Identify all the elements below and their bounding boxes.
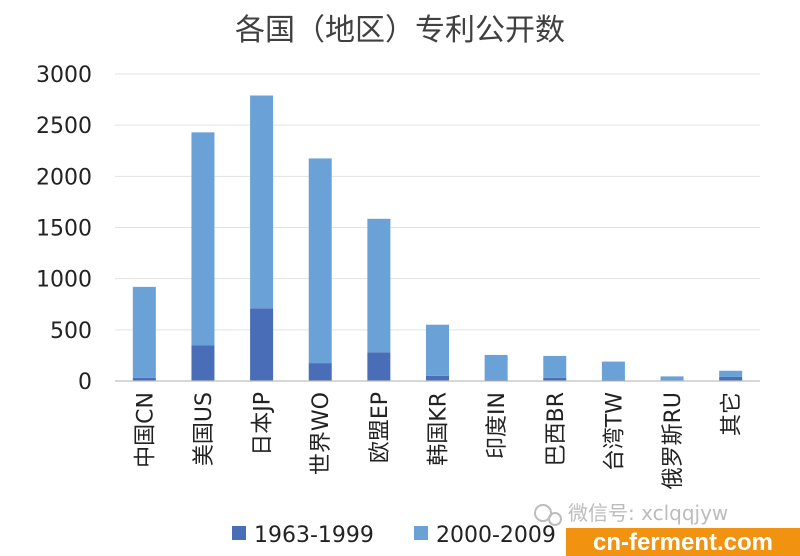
gridlines [115,73,760,331]
x-tick-label: 俄罗斯RU [661,392,686,489]
legend-swatch-1963-1999 [232,526,246,540]
bar-欧盟EP-2000-2009 [367,218,391,353]
bar-韩国KR-1963-1999 [426,375,449,381]
chart-title: 各国（地区）专利公开数 [235,13,565,48]
bar-中国CN-1963-1999 [132,377,156,381]
y-tick-label: 1500 [36,217,92,242]
x-tick-label: 巴西BR [544,392,569,466]
bar-中国CN-2000-2009 [132,286,156,378]
bar-美国US-1963-1999 [191,345,215,381]
y-tick-label: 500 [50,319,92,344]
x-tick-label: 美国US [192,392,217,466]
x-tick-label: 台湾TW [602,392,627,471]
bars [132,95,743,381]
legend: 1963-1999 2000-2009 [232,523,556,548]
wechat-icon [534,504,552,522]
wechat-watermark: 微信号: xclqqjyw [534,501,728,526]
x-tick-label: 世界WO [309,392,334,475]
bar-台湾TW-2000-2009 [601,361,625,380]
y-axis-ticks: 0 500 1000 1500 2000 2500 3000 [36,63,92,395]
bar-欧盟EP-1963-1999 [367,352,391,381]
brand-text: cn-ferment.com [593,529,773,556]
bar-世界WO-2000-2009 [308,158,332,364]
legend-label-2000-2009: 2000-2009 [436,523,556,548]
bar-世界WO-1963-1999 [308,363,332,381]
x-tick-label: 其它 [720,392,745,436]
bar-巴西BR-1963-1999 [543,377,567,381]
x-tick-label: 印度IN [485,392,510,459]
brand-banner [566,528,800,556]
x-tick-label: 日本JP [251,392,276,456]
y-tick-label: 1000 [36,268,92,293]
wechat-id-text: 微信号: xclqqjyw [568,501,728,525]
y-tick-label: 3000 [36,63,92,88]
bar-日本JP-2000-2009 [250,95,274,309]
y-tick-label: 2500 [36,114,92,139]
bar-其它-1963-1999 [719,376,743,381]
x-axis-labels: 中国CN 美国US 日本JP 世界WO 欧盟EP 韩国KR 印度IN 巴西BR 台湾TW 俄罗斯R… [133,392,744,490]
x-tick-label: 中国CN [133,392,158,468]
y-tick-label: 0 [78,370,92,395]
legend-swatch-2000-2009 [414,526,428,540]
x-tick-label: 欧盟EP [368,392,393,463]
bar-俄罗斯RU-2000-2009 [660,376,684,381]
bar-日本JP-1963-1999 [250,308,274,381]
brand-watermark: cn-ferment.com [566,528,800,556]
bar-印度IN-2000-2009 [484,354,508,380]
y-tick-label: 2000 [36,165,92,190]
bar-韩国KR-2000-2009 [426,324,449,376]
bar-美国US-2000-2009 [191,132,215,346]
bar-其它-2000-2009 [719,370,743,377]
x-tick-label: 韩国KR [427,392,452,466]
wechat-icon-small [548,512,562,526]
bar-巴西BR-2000-2009 [543,355,567,378]
legend-label-1963-1999: 1963-1999 [254,523,374,548]
